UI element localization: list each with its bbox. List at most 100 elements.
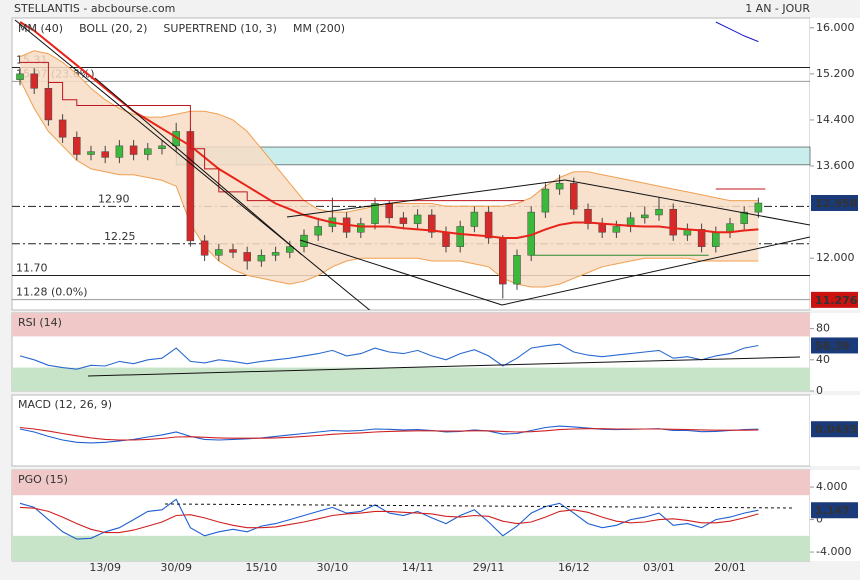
x-tick-label: 13/09: [89, 561, 121, 574]
price-tag: [811, 502, 858, 519]
candle-body: [399, 217, 408, 224]
candle-body: [428, 214, 436, 233]
candle-body: [584, 208, 592, 224]
y-tick-label: 14.400: [816, 113, 855, 126]
y-tick-label: 4.000: [816, 480, 848, 493]
moving-average: [19, 21, 759, 239]
y-tick-label: 13.600: [816, 159, 855, 172]
period-label: 1 AN - JOUR: [745, 2, 810, 15]
level-label: 11.70: [16, 261, 48, 274]
x-tick-label: 14/11: [402, 561, 434, 574]
candle-body: [101, 151, 109, 158]
x-tick-label: 03/01: [643, 561, 675, 574]
candle-body: [470, 211, 479, 227]
candle-body: [115, 145, 124, 158]
candle-body: [87, 151, 95, 155]
candle-body: [555, 183, 564, 190]
axis-area: [810, 18, 860, 310]
legend-entry: MM (200): [293, 22, 345, 35]
candle-body: [257, 255, 266, 262]
candle-body: [144, 148, 152, 155]
candle-body: [271, 252, 280, 256]
x-tick-label: 29/11: [473, 561, 505, 574]
candle-body: [697, 229, 706, 247]
x-tick-label: 30/09: [160, 561, 192, 574]
candle-body: [712, 231, 720, 247]
x-tick-label: 30/10: [317, 561, 349, 574]
price-tag: [811, 194, 858, 211]
panel-title: PGO (15): [18, 473, 68, 486]
candle-body: [456, 226, 464, 247]
candle-body: [371, 203, 379, 224]
candle-body: [385, 203, 393, 219]
candle-body: [413, 214, 422, 224]
candle-body: [754, 202, 763, 213]
candle-body: [314, 226, 322, 236]
candle-body: [215, 249, 223, 256]
y-tick-label: 16.000: [816, 21, 855, 34]
candle-body: [740, 211, 748, 224]
candle-body: [612, 226, 621, 233]
trend-line: [14, 19, 371, 310]
zone: [12, 470, 810, 496]
candle-body: [16, 73, 24, 80]
price-tag-label: 12.958: [815, 197, 857, 210]
candle-body: [357, 223, 365, 233]
candle-body: [484, 211, 493, 239]
y-tick-label: 0: [816, 513, 823, 526]
candle-body: [200, 240, 209, 256]
indicator-line: [19, 506, 759, 534]
candle-body: [513, 255, 521, 285]
trend-line: [94, 77, 303, 256]
rsi-trend-line: [87, 356, 801, 377]
y-tick-label: 80: [816, 322, 830, 335]
candle-body: [598, 223, 606, 233]
trend-line: [286, 179, 566, 218]
panel-title: RSI (14): [18, 316, 62, 329]
price-tag: [811, 337, 858, 354]
legend-entry: BOLL (20, 2): [79, 22, 147, 35]
y-tick-label: 40: [816, 353, 830, 366]
candle-body: [286, 246, 294, 253]
trend-line: [501, 236, 810, 306]
price-tag-label: 0.0435: [815, 423, 857, 436]
x-tick-label: 16/12: [558, 561, 590, 574]
candle-body: [442, 231, 450, 247]
y-tick-label: 15.200: [816, 67, 855, 80]
zone: [12, 535, 810, 561]
y-tick-label: 12.000: [816, 251, 855, 264]
x-tick-label: 15/10: [246, 561, 278, 574]
trend-line: [564, 179, 810, 226]
chart-title: STELLANTIS - abcbourse.com: [14, 2, 175, 15]
candle-body: [570, 183, 578, 210]
candle-body: [30, 73, 38, 89]
x-tick-label: 20/01: [714, 561, 746, 574]
zone: [12, 367, 810, 391]
y-tick-label: 0: [816, 384, 823, 397]
candle-body: [243, 252, 251, 262]
price-tag: [811, 421, 858, 438]
panel-title: MACD (12, 26, 9): [18, 398, 112, 411]
price-tag-label: 58.39: [815, 339, 850, 352]
trend-line: [299, 239, 503, 306]
trend-lines: [14, 19, 810, 509]
supertrend: [20, 61, 524, 202]
candle-body: [44, 88, 53, 121]
candle-body: [58, 119, 67, 138]
indicator-line: [19, 343, 759, 370]
candle-body: [541, 188, 550, 213]
price-tag-label: 1.147: [815, 504, 850, 517]
candle-body: [655, 208, 663, 216]
y-tick-label: -4.000: [816, 545, 851, 558]
candle-body: [229, 249, 237, 253]
candle-body: [129, 145, 138, 155]
price-tag: [811, 291, 858, 308]
price-tag-label: 11.276: [815, 294, 858, 307]
level-label: 12.25: [104, 230, 136, 243]
legend-entry: SUPERTREND (10, 3): [163, 22, 277, 35]
bollinger-lower: [19, 79, 759, 288]
candle-body: [499, 237, 507, 285]
indicator-line: [19, 498, 759, 540]
candle-body: [669, 208, 677, 236]
